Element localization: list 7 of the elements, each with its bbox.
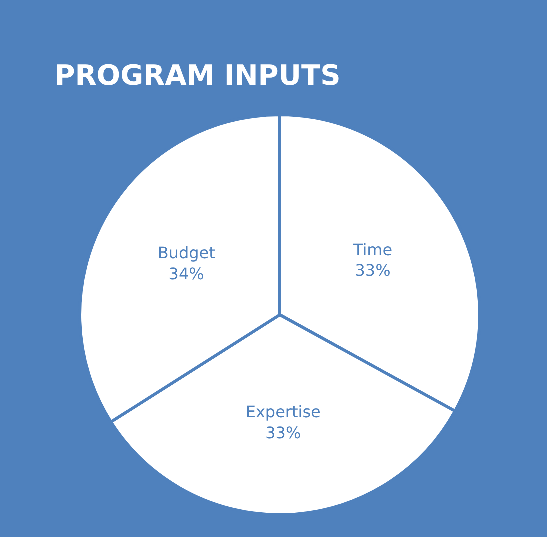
chart-title: PROGRAM INPUTS (54, 58, 341, 92)
slice-label: Time (352, 240, 393, 260)
slice-label: Expertise (246, 402, 321, 422)
slice-label: Budget (158, 244, 216, 263)
data-label: 33% (355, 261, 391, 280)
data-label: 33% (266, 423, 302, 442)
data-label: 34% (168, 264, 204, 284)
